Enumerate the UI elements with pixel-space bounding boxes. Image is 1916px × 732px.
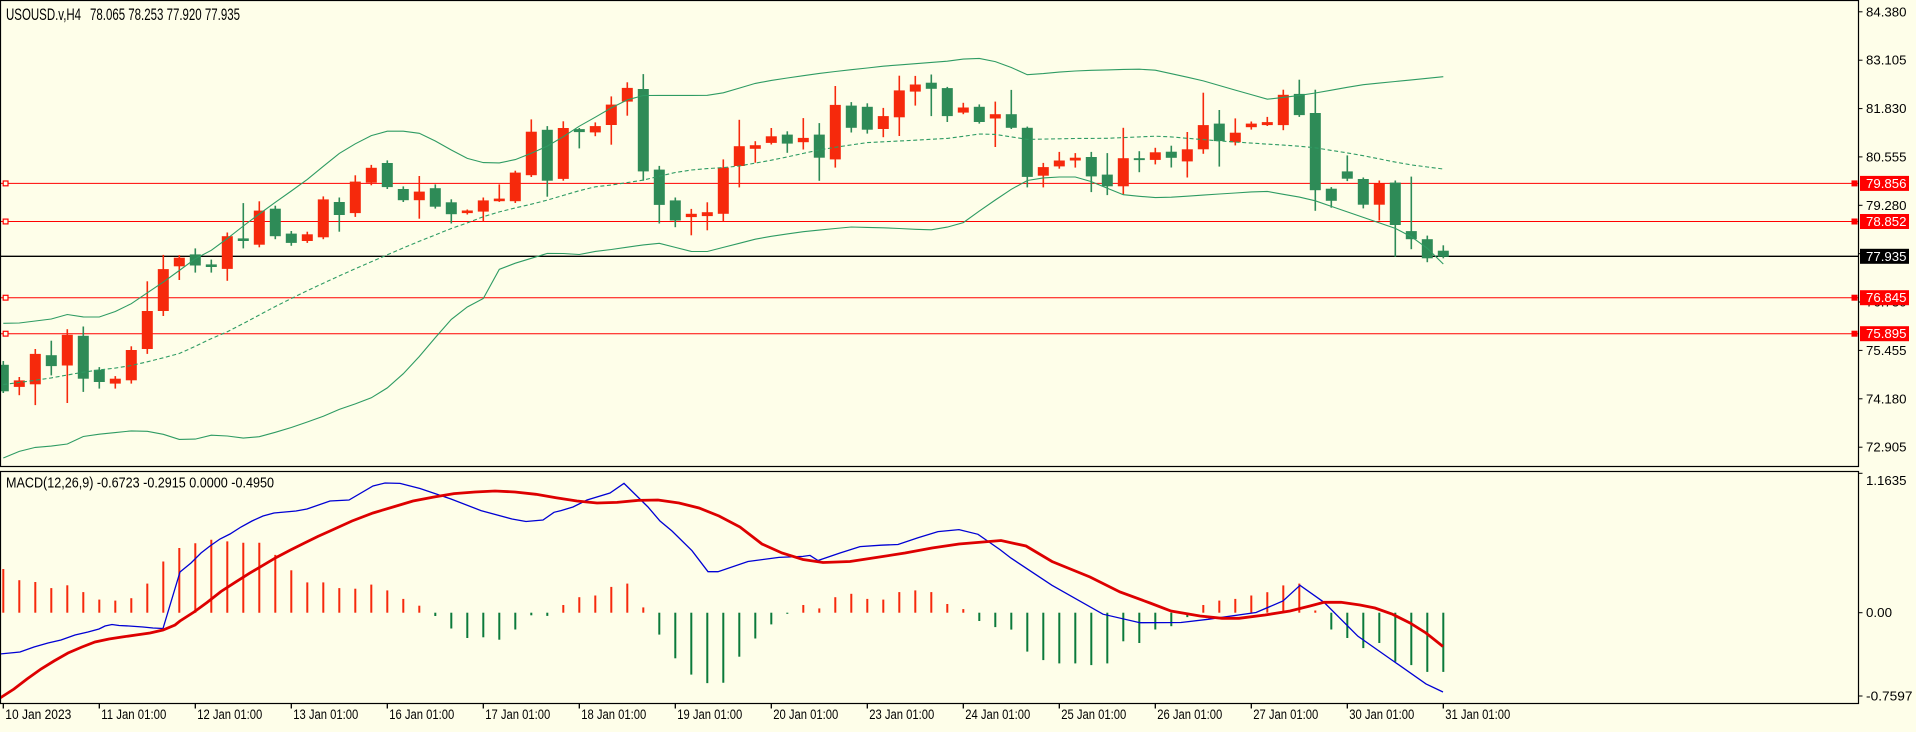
svg-text:18 Jan 01:00: 18 Jan 01:00 bbox=[581, 707, 646, 722]
svg-text:79.280: 79.280 bbox=[1866, 198, 1907, 213]
svg-text:31 Jan 01:00: 31 Jan 01:00 bbox=[1445, 707, 1510, 722]
svg-text:24 Jan 01:00: 24 Jan 01:00 bbox=[965, 707, 1030, 722]
svg-text:78.852: 78.852 bbox=[1866, 214, 1907, 229]
svg-text:75.455: 75.455 bbox=[1866, 343, 1907, 358]
svg-text:1.1635: 1.1635 bbox=[1866, 473, 1907, 488]
svg-text:76.845: 76.845 bbox=[1866, 290, 1907, 305]
svg-text:0.00: 0.00 bbox=[1866, 605, 1892, 620]
svg-text:USOUSD.v,H4 78.065 78.253 77.: USOUSD.v,H4 78.065 78.253 77.920 77.935 bbox=[6, 5, 240, 24]
svg-text:17 Jan 01:00: 17 Jan 01:00 bbox=[485, 707, 550, 722]
svg-text:10 Jan 2023: 10 Jan 2023 bbox=[5, 707, 71, 722]
svg-text:16 Jan 01:00: 16 Jan 01:00 bbox=[389, 707, 454, 722]
svg-text:72.905: 72.905 bbox=[1866, 440, 1907, 455]
svg-text:11 Jan 01:00: 11 Jan 01:00 bbox=[101, 707, 166, 722]
svg-text:23 Jan 01:00: 23 Jan 01:00 bbox=[869, 707, 934, 722]
svg-text:26 Jan 01:00: 26 Jan 01:00 bbox=[1157, 707, 1222, 722]
svg-text:30 Jan 01:00: 30 Jan 01:00 bbox=[1349, 707, 1414, 722]
svg-text:25 Jan 01:00: 25 Jan 01:00 bbox=[1061, 707, 1126, 722]
svg-text:79.856: 79.856 bbox=[1866, 176, 1907, 191]
svg-text:-0.7597: -0.7597 bbox=[1866, 689, 1913, 704]
svg-text:MACD(12,26,9) -0.6723 -0.2915: MACD(12,26,9) -0.6723 -0.2915 0.0000 -0.… bbox=[6, 476, 274, 492]
svg-text:77.935: 77.935 bbox=[1866, 249, 1907, 264]
svg-text:19 Jan 01:00: 19 Jan 01:00 bbox=[677, 707, 742, 722]
svg-text:74.180: 74.180 bbox=[1866, 391, 1907, 406]
svg-text:27 Jan 01:00: 27 Jan 01:00 bbox=[1253, 707, 1318, 722]
svg-text:75.895: 75.895 bbox=[1866, 326, 1907, 341]
svg-text:13 Jan 01:00: 13 Jan 01:00 bbox=[293, 707, 358, 722]
svg-text:83.105: 83.105 bbox=[1866, 53, 1907, 68]
svg-text:80.555: 80.555 bbox=[1866, 149, 1907, 164]
svg-text:84.380: 84.380 bbox=[1866, 4, 1907, 19]
svg-text:20 Jan 01:00: 20 Jan 01:00 bbox=[773, 707, 838, 722]
svg-text:12 Jan 01:00: 12 Jan 01:00 bbox=[197, 707, 262, 722]
svg-text:81.830: 81.830 bbox=[1866, 101, 1907, 116]
